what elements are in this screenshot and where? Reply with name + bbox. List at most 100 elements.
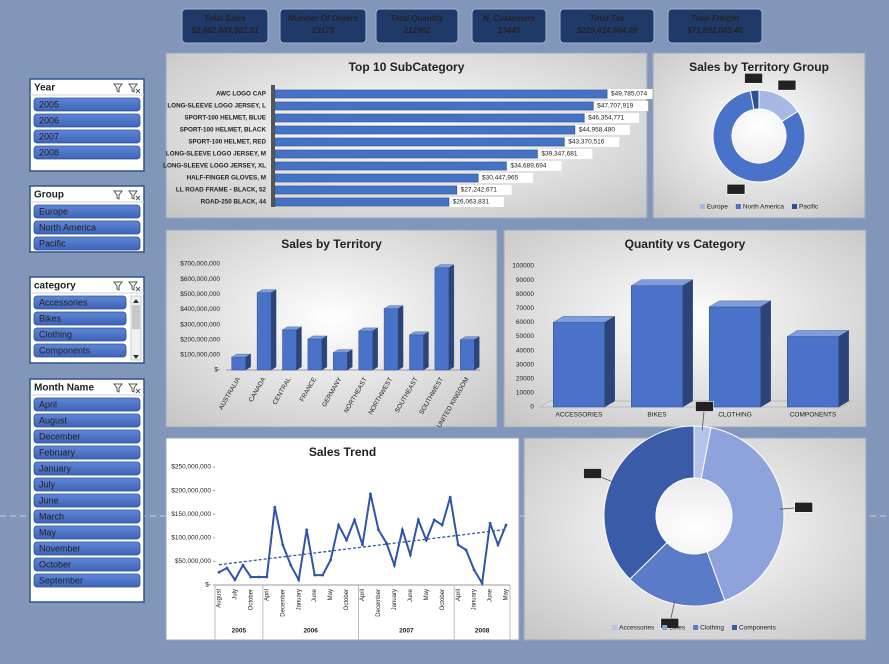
- x-tick-label: July: [233, 589, 239, 600]
- scroll-thumb[interactable]: [132, 305, 140, 329]
- kpi-value: $2,662,883,581.31: [191, 26, 259, 35]
- data-label: 3%: [749, 75, 759, 82]
- marker: [369, 492, 372, 496]
- marker: [225, 566, 229, 570]
- data-label: $26,063,831: [453, 199, 490, 206]
- slicer-item[interactable]: [33, 236, 141, 251]
- bar: [281, 326, 303, 371]
- slicer-item-label: May: [39, 527, 57, 537]
- chart-panel: [165, 437, 520, 641]
- bar: [383, 305, 404, 371]
- x-tick-label: December: [376, 589, 382, 617]
- chart-title: Sales Trend: [309, 445, 376, 459]
- y-tick-label: $100,000,000: [171, 535, 211, 542]
- data-label-box: [794, 501, 813, 513]
- slicer-item[interactable]: [33, 525, 141, 540]
- slicer-item[interactable]: [33, 477, 141, 492]
- y-tick-label: 40000: [516, 347, 534, 354]
- x-tick-label: December: [280, 589, 286, 617]
- marker: [400, 528, 404, 532]
- data-label-box: [594, 101, 649, 111]
- slicer-item[interactable]: [33, 493, 141, 508]
- slicer-item[interactable]: [33, 311, 127, 326]
- data-label-box: [479, 173, 534, 183]
- clear-filter-icon: [128, 83, 141, 94]
- bar: [408, 331, 430, 371]
- marker: [337, 523, 340, 527]
- x-tick-label: October: [248, 589, 254, 610]
- slicer-item[interactable]: [33, 129, 141, 144]
- marker: [424, 538, 428, 542]
- chart-title: Sales by Territory Group: [689, 60, 829, 74]
- data-label-box: [695, 401, 714, 412]
- x-tick-label: October: [440, 589, 446, 610]
- bar-front: [460, 339, 475, 371]
- slicer-item[interactable]: [33, 541, 141, 556]
- slicer-item[interactable]: [33, 327, 127, 342]
- y-tick-label: 60000: [516, 319, 534, 326]
- bar-front: [553, 322, 605, 408]
- slicer-item-label: August: [39, 415, 68, 425]
- data-label: $39,347,681: [541, 151, 578, 158]
- slicer-item[interactable]: [33, 145, 141, 160]
- slicer-item[interactable]: [33, 204, 141, 219]
- bar: [434, 264, 455, 371]
- bar-front: [409, 334, 424, 371]
- slicer-item[interactable]: [33, 97, 141, 112]
- slicer-item[interactable]: [33, 220, 141, 235]
- y-tick-label: 70000: [516, 305, 534, 312]
- x-tick-label: April: [264, 589, 270, 601]
- slicer-item[interactable]: [33, 113, 141, 128]
- legend-swatch: [731, 625, 737, 630]
- kpi-card: [375, 8, 459, 44]
- bar: [274, 161, 507, 171]
- bar-side: [448, 264, 455, 371]
- marker: [217, 570, 221, 574]
- x-tick-label: COMPONENTS: [790, 412, 837, 419]
- slicer-item[interactable]: [33, 343, 127, 358]
- slicer-title: Group: [34, 190, 64, 201]
- marker: [353, 518, 356, 522]
- category-label: LL ROAD FRAME - BLACK, 52: [176, 187, 267, 194]
- marker: [321, 573, 325, 577]
- data-label-box: [575, 125, 630, 135]
- legend-label: Clothing: [700, 625, 724, 632]
- bar: [274, 101, 594, 111]
- bar: [274, 185, 457, 195]
- slicer-item[interactable]: [33, 557, 141, 572]
- chart-title: Top 10 SubCategory: [349, 60, 465, 74]
- y-tick-label: $-: [205, 582, 211, 589]
- x-tick-label: October: [344, 589, 350, 610]
- bar: [459, 336, 481, 371]
- kpi-card: [279, 8, 367, 44]
- data-label: 3%: [700, 403, 710, 410]
- bar-front: [709, 306, 761, 408]
- marker: [257, 575, 261, 579]
- slicer-item-label: September: [39, 575, 83, 585]
- slicer-item-label: June: [39, 495, 59, 505]
- bar-side: [296, 326, 302, 371]
- legend-label: Bikes: [669, 625, 686, 632]
- marker: [249, 575, 253, 579]
- marker: [289, 563, 293, 567]
- slicer-item[interactable]: [33, 429, 141, 444]
- legend: Europe North America Pacific: [699, 204, 819, 211]
- y-tick-label: 90000: [516, 277, 534, 284]
- bar: [332, 349, 354, 371]
- slicer-item-label: Pacific: [39, 238, 66, 248]
- slicer-item[interactable]: [33, 413, 141, 428]
- x-group-label: 2007: [399, 628, 414, 635]
- data-label-box: [726, 183, 746, 195]
- slicer-item[interactable]: [33, 509, 141, 524]
- x-tick-label: June: [488, 588, 494, 602]
- slicer-item[interactable]: [33, 445, 141, 460]
- y-tick-label: 50000: [516, 333, 534, 340]
- slicer-item[interactable]: [33, 295, 127, 310]
- slicer-item[interactable]: [33, 573, 141, 588]
- slicer-item-label: March: [39, 511, 64, 521]
- slicer-item[interactable]: [33, 461, 141, 476]
- bar-front: [282, 329, 297, 371]
- slicer-item-label: North America: [39, 222, 96, 232]
- slicer-item[interactable]: [33, 397, 141, 412]
